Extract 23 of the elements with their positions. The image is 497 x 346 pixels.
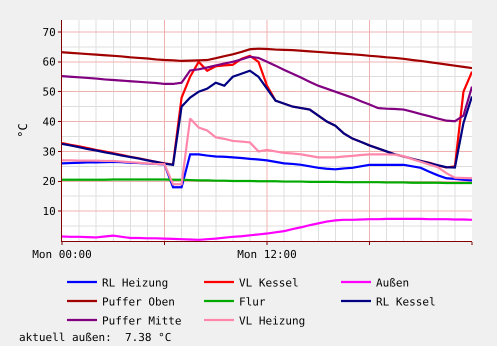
legend-label: Außen [376, 276, 410, 290]
line-series [62, 117, 472, 186]
text: aktuell außen: 7.38 °C [19, 331, 172, 344]
legend-label: VL Heizung [239, 314, 306, 328]
line-series [62, 48, 472, 70]
y-tick-label: 30 [42, 145, 56, 158]
y-tick-label: 60 [42, 56, 56, 69]
y-tick-label: 10 [42, 204, 56, 218]
x-tick-label: Mon 00:00 [32, 248, 92, 262]
legend-label: RL Kessel [376, 295, 436, 308]
line-series [62, 153, 472, 188]
y-tick-label: 40 [42, 115, 56, 128]
legend-label: RL Heizung [102, 276, 168, 290]
y-tick-label: 20 [42, 175, 56, 188]
line-series [62, 56, 472, 122]
x-tick-label: Mon 12:00 [237, 248, 297, 262]
y-axis-title: °C [16, 123, 30, 138]
legend-label: VL Kessel [239, 276, 299, 290]
legend-label: Puffer Mitte [102, 314, 182, 328]
y-tick-label: 50 [42, 86, 56, 99]
y-tick-label: 70 [42, 26, 56, 39]
legend-label: Flur [239, 295, 266, 308]
legend-label: Puffer Oben [102, 295, 175, 308]
